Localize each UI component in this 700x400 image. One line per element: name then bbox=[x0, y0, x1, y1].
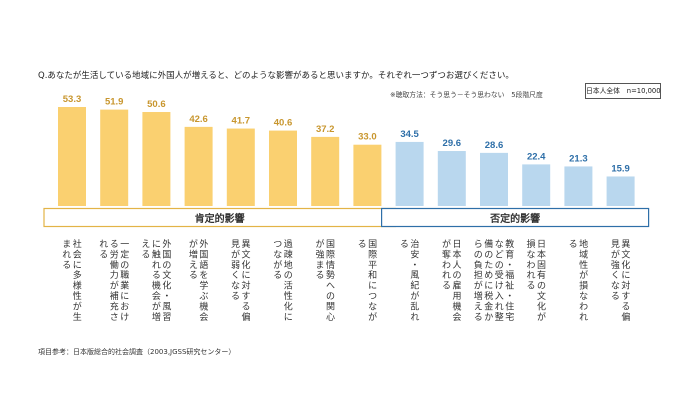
bar-9 bbox=[395, 141, 424, 206]
category-label-10: 日本人の雇用機会が奪われる bbox=[442, 238, 462, 323]
value-label-6: 40.6 bbox=[274, 118, 293, 129]
bar-3 bbox=[142, 112, 171, 206]
category-label-7: 国際情勢への関心が強まる bbox=[315, 238, 335, 323]
category-label-5: 異文化に対する偏見が弱くなる bbox=[231, 239, 251, 323]
bar-14 bbox=[606, 176, 635, 206]
bar-10 bbox=[437, 151, 466, 206]
bar-6 bbox=[269, 130, 297, 206]
value-label-12: 22.4 bbox=[527, 151, 546, 162]
category-label-4: 外国語を学ぶ機会が増える bbox=[189, 238, 209, 323]
category-label-13: 地域性が損なわれる bbox=[569, 238, 589, 323]
question-text: Q.あなたが生活している地域に外国人が増えると、どのような影響があると思いますか… bbox=[38, 71, 514, 81]
sample-size-box: 日本人全体 n=10,000 bbox=[585, 83, 661, 99]
value-label-11: 28.6 bbox=[485, 140, 504, 151]
category-label-8: 国際平和につながる bbox=[358, 239, 378, 323]
category-label-1: 社会に多様性が生まれる bbox=[62, 238, 82, 323]
category-label-6: 過疎地の活性化につながる bbox=[273, 239, 293, 323]
bar-4 bbox=[184, 126, 213, 206]
value-label-5: 41.7 bbox=[232, 116, 251, 127]
value-label-9: 34.5 bbox=[400, 129, 419, 140]
bar-13 bbox=[564, 166, 593, 206]
category-label-3: 外国の文化・風習に触れる機会が増える bbox=[141, 238, 171, 323]
bar-8 bbox=[353, 144, 382, 206]
value-label-8: 33.0 bbox=[358, 132, 377, 143]
value-label-2: 51.9 bbox=[105, 97, 124, 108]
bar-1 bbox=[58, 107, 86, 206]
value-label-13: 21.3 bbox=[569, 153, 588, 164]
bar-12 bbox=[522, 164, 551, 206]
value-label-7: 37.2 bbox=[316, 124, 335, 135]
group-label-negative: 否定的影響 bbox=[489, 212, 540, 225]
value-label-1: 53.3 bbox=[63, 94, 82, 105]
value-label-14: 15.9 bbox=[611, 163, 630, 174]
bar-7 bbox=[311, 136, 340, 206]
method-note: ※聴取方法：そう思う－そう思わない 5段階尺度 bbox=[390, 91, 543, 99]
source-note: 項目参考：日本版総合的社会調査（2003,JGSS研究センター） bbox=[38, 348, 236, 356]
category-label-12: 日本固有の文化が損なわれる bbox=[526, 238, 546, 323]
group-band-negative bbox=[381, 207, 650, 228]
value-label-4: 42.6 bbox=[189, 114, 208, 125]
category-label-9: 治安・風紀が乱れる bbox=[400, 238, 420, 323]
bar-5 bbox=[226, 128, 255, 206]
group-label-positive: 肯定的影響 bbox=[195, 212, 245, 225]
category-label-2: 一定の職業における労働力が補充される bbox=[99, 239, 129, 323]
category-label-14: 異文化に対する偏見が強くなる bbox=[611, 239, 631, 323]
bar-2 bbox=[100, 109, 129, 206]
value-label-3: 50.6 bbox=[147, 99, 166, 110]
value-label-10: 29.6 bbox=[443, 138, 462, 149]
category-label-11: 教育・福祉・住宅などの受け入れ整備のために税金からの負担が増える bbox=[474, 238, 515, 323]
bar-11 bbox=[480, 152, 508, 206]
